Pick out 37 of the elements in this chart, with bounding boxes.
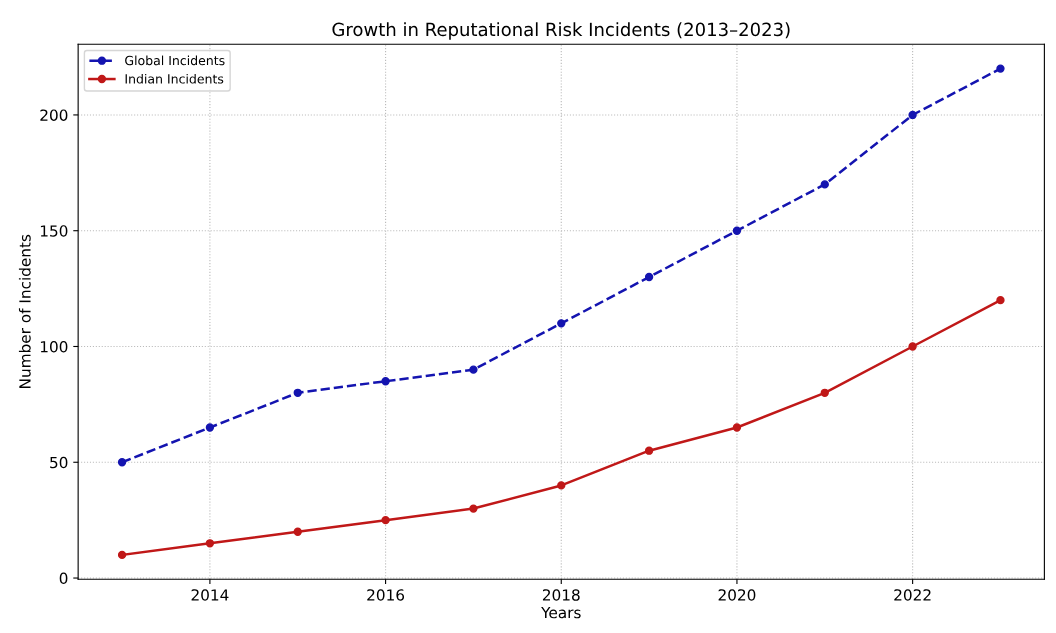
point bbox=[557, 319, 566, 328]
point bbox=[732, 423, 742, 432]
y-axis-title: Number of Incidents bbox=[18, 234, 31, 388]
point bbox=[381, 377, 390, 386]
point bbox=[469, 365, 478, 374]
point bbox=[293, 527, 302, 536]
point bbox=[820, 180, 829, 189]
point bbox=[557, 481, 566, 490]
y-tick-label: 150 bbox=[40, 225, 68, 237]
point bbox=[644, 272, 654, 282]
x-tick-label: 2014 bbox=[191, 589, 229, 601]
chart-title: Growth in Reputational Risk Incidents (2013–2023) bbox=[332, 22, 790, 40]
legend-label: Global Incidents bbox=[125, 55, 225, 66]
point bbox=[117, 458, 127, 467]
x-tick-label: 2016 bbox=[367, 589, 405, 601]
point bbox=[469, 504, 478, 513]
point bbox=[293, 388, 302, 397]
y-tick-label: 0 bbox=[59, 572, 68, 585]
point bbox=[996, 64, 1005, 73]
point bbox=[205, 423, 215, 432]
y-tick-label: 50 bbox=[50, 456, 68, 469]
point bbox=[205, 539, 215, 548]
point bbox=[732, 226, 742, 235]
y-tick-label: 100 bbox=[40, 340, 68, 353]
point bbox=[996, 296, 1005, 305]
point bbox=[908, 342, 917, 351]
x-tick-label: 2018 bbox=[542, 589, 580, 601]
point bbox=[117, 550, 127, 560]
x-tick-label: 2020 bbox=[718, 589, 756, 601]
point bbox=[381, 515, 390, 525]
point bbox=[908, 110, 917, 120]
x-tick-label: 2022 bbox=[894, 589, 931, 601]
legend-label: Indian Incidents bbox=[125, 73, 224, 84]
point bbox=[820, 388, 829, 397]
x-axis-title: Years bbox=[541, 606, 581, 619]
y-tick-label: 200 bbox=[40, 109, 68, 121]
point bbox=[644, 446, 654, 455]
